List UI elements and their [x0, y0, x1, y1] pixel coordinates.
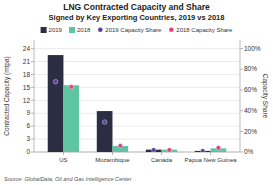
tick-mark	[63, 152, 64, 155]
share-dot	[69, 85, 74, 90]
share-dot	[151, 148, 156, 152]
marks	[48, 55, 227, 152]
tick-label: 21	[23, 58, 31, 65]
legend-swatch	[69, 27, 75, 33]
tick-mark	[240, 131, 243, 132]
category-label: US	[59, 157, 67, 163]
category-label: Papua New Guinea	[185, 157, 238, 163]
tick-label: 12	[23, 97, 31, 104]
grid-line	[34, 61, 240, 62]
tick-label: 40%	[244, 107, 257, 114]
legend-swatch	[98, 28, 103, 33]
legend-label: 2018	[77, 27, 91, 33]
tick-label: 18	[23, 71, 31, 78]
legend-swatch	[41, 27, 47, 33]
legend: 2019 2018 2019 Capacity Share 2018 Capacity…	[41, 27, 233, 33]
tick-mark	[31, 48, 34, 49]
tick-mark	[240, 48, 243, 49]
tick-label: 24	[23, 45, 31, 52]
y-axis-label: Contracted Capacity (mtpa)	[3, 56, 11, 135]
tick-mark	[31, 87, 34, 88]
share-dot	[200, 149, 205, 152]
tick-label: 6	[26, 122, 30, 129]
tick-mark	[161, 152, 162, 155]
y2-axis-line	[240, 40, 241, 152]
tick-mark	[210, 152, 211, 155]
tick-label: 100%	[244, 45, 261, 52]
tick-label: 0	[26, 148, 30, 155]
tick-mark	[240, 89, 243, 90]
tick-label: 9	[26, 109, 30, 116]
tick-label: 15	[23, 84, 31, 91]
y-axis-line	[34, 40, 35, 152]
legend-label: 2019	[49, 27, 63, 33]
bar	[63, 85, 79, 152]
share-dot	[53, 79, 58, 84]
share-dot	[118, 143, 123, 148]
tick-label: 3	[26, 135, 30, 142]
share-dot	[216, 146, 221, 151]
tick-label: 80%	[244, 65, 257, 72]
legend-swatch	[169, 28, 174, 33]
y2-axis-label: Capacity Share	[261, 74, 269, 119]
tick-mark	[31, 113, 34, 114]
tick-mark	[31, 100, 34, 101]
tick-mark	[31, 61, 34, 62]
grid-line	[34, 74, 240, 75]
tick-mark	[31, 126, 34, 127]
category-label: Canada	[151, 157, 173, 163]
grid-line	[34, 48, 240, 49]
legend-label: 2018 Capacity Share	[176, 27, 233, 33]
tick-label: 20%	[244, 128, 257, 135]
tick-mark	[31, 74, 34, 75]
tick-mark	[240, 69, 243, 70]
share-dot	[167, 148, 172, 152]
subtitle: Signed by Key Exporting Countries, 2019 …	[49, 13, 225, 22]
bar	[97, 111, 113, 152]
legend-label: 2019 Capacity Share	[105, 27, 162, 33]
tick-mark	[240, 152, 243, 153]
tick-label: 60%	[244, 86, 257, 93]
axes: 0 3 6 9 12 15 18 21 24 0% 20% 40% 60% 80% 100% US Mozamb…	[23, 40, 261, 163]
tick-mark	[112, 152, 113, 155]
tick-label: 0%	[244, 148, 254, 155]
source-note: Source: GlobalData, Oil and Gas Intellig…	[4, 176, 133, 182]
chart: LNG Contracted Capacity and ShareSigned …	[0, 0, 273, 185]
tick-mark	[31, 152, 34, 153]
share-dot	[102, 120, 107, 125]
tick-mark	[240, 110, 243, 111]
tick-mark	[31, 139, 34, 140]
category-label: Mozambique	[95, 157, 130, 163]
bar	[48, 55, 64, 152]
title: LNG Contracted Capacity and Share	[63, 2, 210, 12]
